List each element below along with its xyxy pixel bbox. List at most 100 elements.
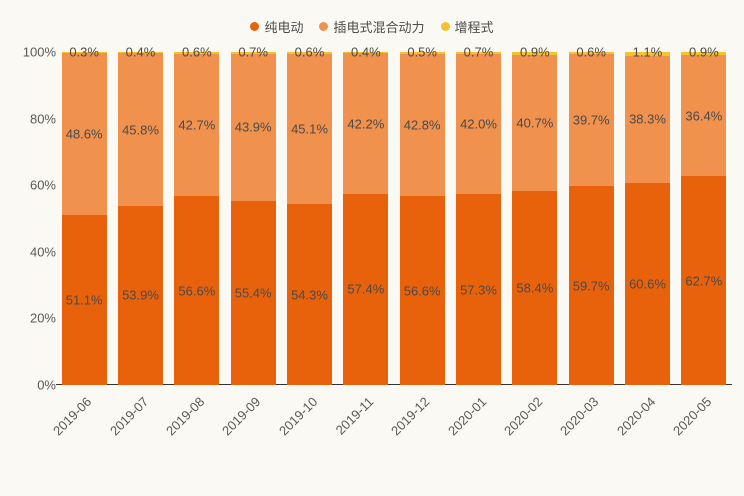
segment-pure-electric bbox=[287, 204, 332, 385]
x-tick-label: 2019-06 bbox=[50, 394, 95, 439]
segment-extended-range bbox=[456, 52, 501, 55]
y-axis: 0% 20% 40% 60% 80% 100% bbox=[8, 45, 56, 393]
bar-2020-02: 58.4% 40.7% 0.9% bbox=[512, 45, 558, 385]
segment-pure-electric bbox=[456, 194, 501, 385]
value-label: 48.6% bbox=[65, 126, 103, 142]
segment-plugin-hybrid bbox=[230, 54, 276, 201]
legend-dot-icon bbox=[319, 22, 329, 31]
segment-plugin-hybrid bbox=[61, 53, 107, 215]
value-label: 45.8% bbox=[122, 122, 159, 138]
value-label: 0.3% bbox=[69, 44, 99, 60]
segment-pure-electric bbox=[174, 196, 220, 385]
value-label: 55.4% bbox=[234, 285, 272, 301]
x-tick-label: 2020-04 bbox=[613, 394, 659, 439]
segment-extended-range bbox=[681, 52, 727, 55]
y-tick-label: 100% bbox=[22, 44, 56, 60]
legend-dot-icon bbox=[250, 22, 260, 31]
segment-extended-range bbox=[174, 52, 220, 54]
value-label: 1.1% bbox=[632, 44, 663, 60]
bar-2019-06: 51.1% 48.6% 0.3% bbox=[61, 45, 107, 385]
x-tick-label: 2020-01 bbox=[444, 394, 490, 439]
x-axis: 2019-06 2019-07 2019-08 2019-09 2019-10 2019-… bbox=[50, 386, 732, 486]
bar-2020-03: 59.7% 39.7% 0.6% bbox=[568, 45, 614, 385]
x-tick-label: 2019-10 bbox=[275, 394, 321, 439]
value-label: 56.6% bbox=[403, 283, 441, 299]
legend-dot-icon bbox=[440, 22, 450, 31]
value-label: 53.9% bbox=[122, 287, 159, 303]
legend-item-plugin-hybrid[interactable]: 插电式混合动力 bbox=[319, 17, 425, 36]
segment-extended-range bbox=[512, 52, 558, 55]
value-label: 42.2% bbox=[347, 116, 385, 132]
segment-pure-electric bbox=[343, 193, 389, 385]
value-label: 39.7% bbox=[572, 112, 610, 128]
value-label: 0.7% bbox=[238, 44, 268, 60]
legend-label: 插电式混合动力 bbox=[333, 20, 425, 35]
x-tick-label: 2019-12 bbox=[388, 394, 433, 439]
segment-plugin-hybrid bbox=[568, 54, 614, 187]
bar-2019-10: 54.3% 45.1% 0.6% bbox=[287, 45, 332, 385]
value-label: 42.7% bbox=[178, 117, 216, 133]
y-tick-label: 0% bbox=[37, 377, 56, 393]
value-label: 57.3% bbox=[460, 282, 497, 298]
value-label: 60.6% bbox=[629, 276, 666, 292]
x-tick-label: 2019-08 bbox=[163, 394, 208, 439]
legend: 纯电动 插电式混合动力 增程式 bbox=[0, 17, 744, 36]
x-tick-label: 2020-02 bbox=[501, 394, 546, 439]
segment-plugin-hybrid bbox=[287, 54, 332, 205]
value-label: 38.3% bbox=[629, 111, 666, 127]
value-label: 0.6% bbox=[294, 44, 325, 60]
x-tick-label: 2019-09 bbox=[219, 394, 264, 439]
segment-extended-range bbox=[625, 52, 670, 56]
x-tick-label: 2019-11 bbox=[332, 394, 377, 438]
legend-item-pure-electric[interactable]: 纯电动 bbox=[250, 17, 303, 36]
bar-2020-05: 62.7% 36.4% 0.9% bbox=[681, 45, 727, 385]
x-tick-label: 2019-07 bbox=[106, 394, 152, 439]
segment-plugin-hybrid bbox=[512, 55, 558, 191]
segment-plugin-hybrid bbox=[625, 55, 670, 184]
value-label: 58.4% bbox=[516, 280, 554, 296]
bar-2019-09: 55.4% 43.9% 0.7% bbox=[230, 45, 276, 385]
bar-2019-07: 53.9% 45.8% 0.4% bbox=[118, 45, 163, 385]
value-label: 56.6% bbox=[178, 283, 216, 299]
segment-pure-electric bbox=[399, 196, 445, 385]
segment-pure-electric bbox=[681, 176, 727, 385]
value-label: 0.6% bbox=[182, 44, 212, 60]
x-tick-label: 2020-05 bbox=[670, 394, 715, 439]
value-label: 57.4% bbox=[347, 281, 385, 297]
segment-plugin-hybrid bbox=[174, 54, 220, 197]
segment-pure-electric bbox=[512, 190, 558, 385]
segment-extended-range bbox=[61, 52, 107, 53]
value-label: 43.9% bbox=[234, 119, 272, 135]
segment-plugin-hybrid bbox=[456, 54, 501, 195]
value-label: 0.4% bbox=[125, 44, 156, 60]
x-axis-line bbox=[56, 384, 732, 385]
bar-2020-04: 60.6% 38.3% 1.1% bbox=[625, 45, 670, 385]
segment-plugin-hybrid bbox=[681, 55, 727, 177]
legend-item-extended-range[interactable]: 增程式 bbox=[440, 17, 494, 36]
segment-extended-range bbox=[399, 52, 445, 54]
value-label: 0.9% bbox=[520, 44, 550, 60]
segment-plugin-hybrid bbox=[399, 53, 445, 197]
value-label: 36.4% bbox=[685, 108, 723, 124]
y-tick-label: 80% bbox=[29, 111, 56, 127]
value-label: 40.7% bbox=[516, 115, 554, 131]
segment-extended-range bbox=[343, 52, 389, 54]
value-label: 45.1% bbox=[291, 121, 328, 137]
plot-area: 51.1% 48.6% 0.3% 53.9% 45.8% 0.4% 56.6% 42.7% 0.… bbox=[56, 45, 732, 385]
value-label: 0.9% bbox=[689, 44, 719, 60]
value-label: 0.5% bbox=[407, 44, 437, 60]
value-label: 42.0% bbox=[460, 116, 497, 132]
legend-label: 纯电动 bbox=[264, 20, 304, 35]
segment-pure-electric bbox=[568, 186, 614, 385]
y-tick-label: 20% bbox=[29, 310, 56, 326]
bar-2020-01: 57.3% 42.0% 0.7% bbox=[456, 45, 501, 385]
value-label: 51.1% bbox=[65, 292, 103, 308]
x-tick-label: 2020-03 bbox=[557, 394, 602, 439]
segment-pure-electric bbox=[625, 183, 670, 385]
value-label: 42.8% bbox=[403, 117, 441, 133]
segment-plugin-hybrid bbox=[343, 53, 389, 194]
value-label: 59.7% bbox=[572, 278, 610, 294]
segment-extended-range bbox=[118, 52, 163, 54]
bar-2019-08: 56.6% 42.7% 0.6% bbox=[174, 45, 220, 385]
